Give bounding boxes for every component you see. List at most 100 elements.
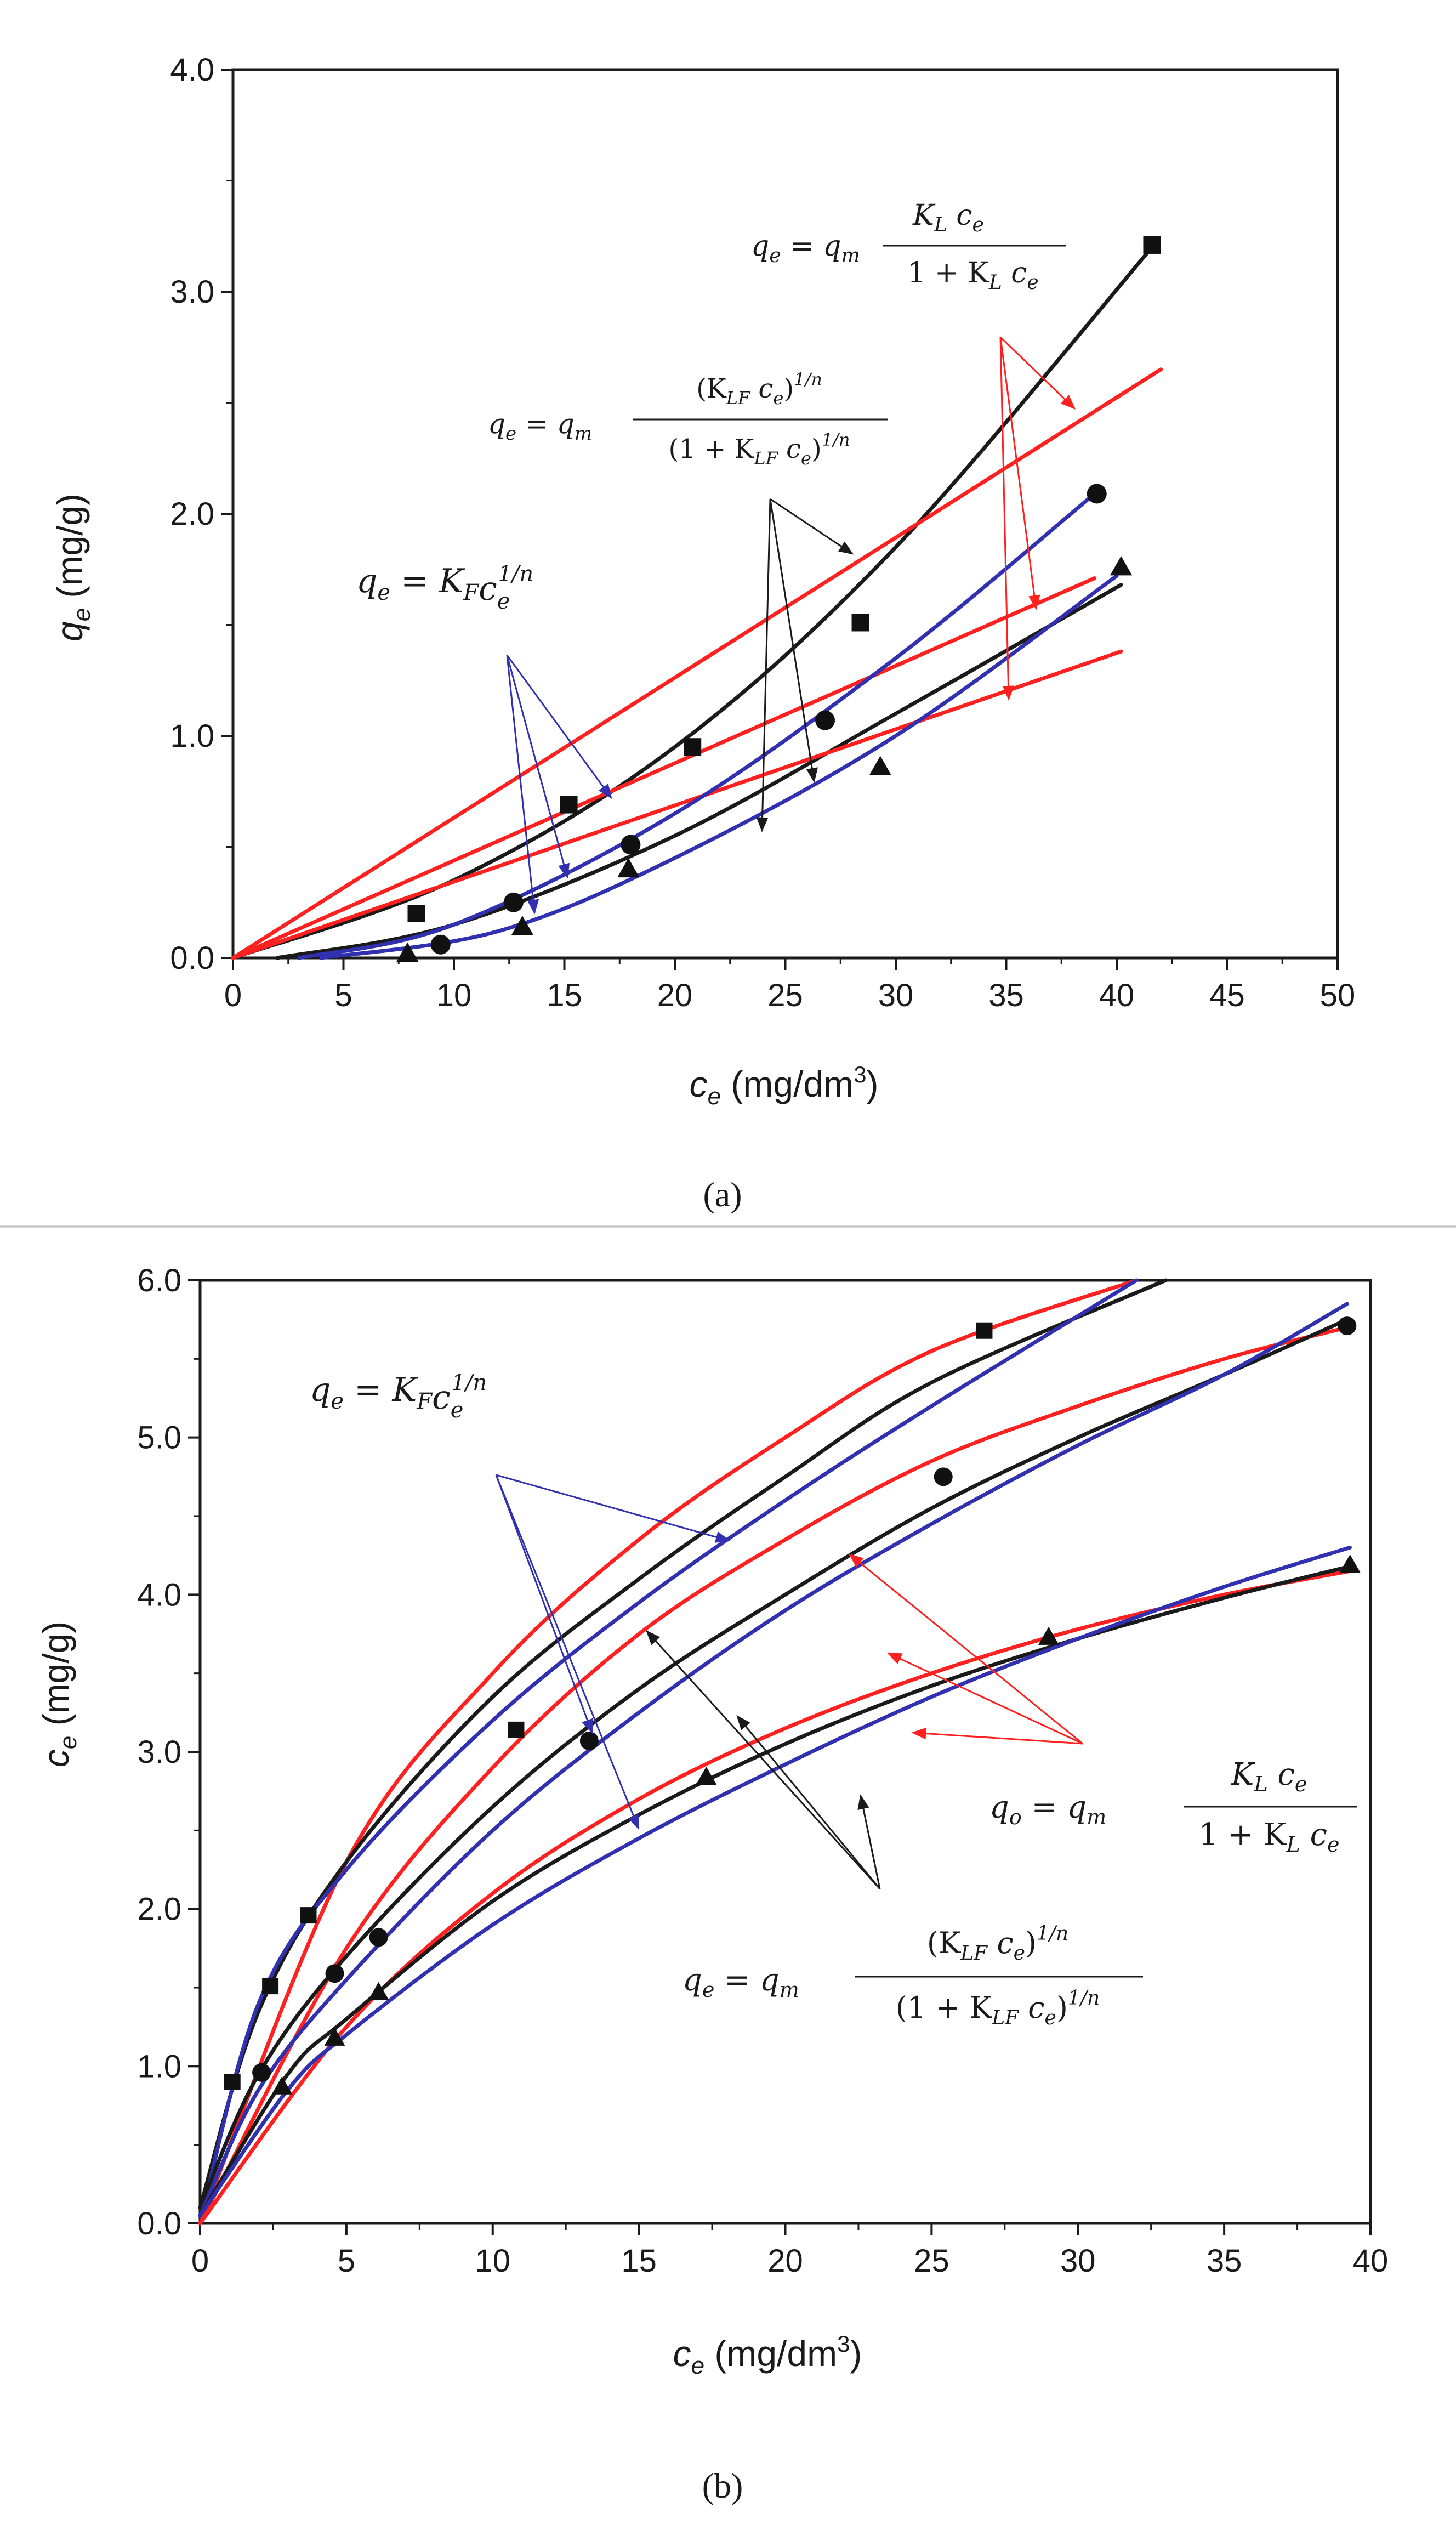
svg-text:qe = KFce1/n: qe = KFce1/n bbox=[356, 561, 533, 614]
data-point-circle bbox=[369, 1928, 388, 1947]
panel-b-fit-curves bbox=[198, 1278, 1352, 2226]
y-tick-label: 1.0 bbox=[170, 718, 214, 754]
arrow-b-red-1 bbox=[848, 1553, 1083, 1745]
fit-curve-freundlich-squares bbox=[231, 367, 1163, 960]
plot-frame bbox=[231, 68, 1339, 960]
fit-curve-langmuir-triangles bbox=[198, 1569, 1352, 2226]
svg-text:(1 + KLF ce)1/n: (1 + KLF ce)1/n bbox=[669, 429, 850, 469]
data-point-square bbox=[224, 2074, 241, 2090]
svg-text:1 + KL ce: 1 + KL ce bbox=[907, 257, 1038, 294]
arrow-a-black-2 bbox=[769, 498, 818, 783]
plot-frame bbox=[198, 1279, 1372, 2225]
panel-a: 0 5 10 15 20 25 30 35 40 45 50 0.0 1.0 2.0 3.0 4.0 qe (… bbox=[49, 52, 1355, 1214]
data-point-circle bbox=[621, 835, 641, 855]
data-point-square bbox=[560, 796, 578, 814]
arrow-a-black-3 bbox=[756, 498, 771, 832]
panel-b-tick-labels: 0 5 10 15 20 25 30 35 40 0.0 1.0 2.0 3.0 4.0 5.0 6.0 bbox=[137, 1263, 1388, 2279]
y-tick-label: 0.0 bbox=[137, 2206, 181, 2241]
data-point-square bbox=[407, 905, 425, 922]
data-point-circle bbox=[252, 2063, 271, 2082]
y-tick-label: 5.0 bbox=[137, 1420, 181, 1456]
y-tick-label: 2.0 bbox=[170, 496, 214, 532]
data-point-circle bbox=[1087, 484, 1107, 504]
svg-text:qe = qm: qe = qm bbox=[488, 408, 592, 445]
arrow-b-red-2 bbox=[886, 1652, 1083, 1745]
x-tick-label: 20 bbox=[657, 978, 693, 1013]
panel-a-data-points bbox=[396, 236, 1161, 962]
x-tick-label: 5 bbox=[334, 978, 352, 1013]
data-point-square bbox=[851, 614, 869, 632]
data-point-square bbox=[262, 1978, 279, 1995]
arrow-b-blue-3 bbox=[495, 1474, 640, 1830]
svg-text:(1 + KLF ce)1/n: (1 + KLF ce)1/n bbox=[896, 1987, 1100, 2029]
panel-b-data-points bbox=[224, 1316, 1361, 2095]
svg-text:(KLF ce)1/n: (KLF ce)1/n bbox=[927, 1922, 1068, 1965]
x-tick-label: 50 bbox=[1320, 978, 1356, 1013]
panel-b-caption: (b) bbox=[702, 2466, 743, 2505]
data-point-triangle bbox=[396, 942, 419, 962]
svg-text:qe = KFce1/n: qe = KFce1/n bbox=[310, 1370, 487, 1423]
arrow-a-red-1 bbox=[999, 336, 1076, 410]
fit-curve-freundlich-circles bbox=[198, 1302, 1349, 2218]
fit-curve-langmuir-freundlich-circles bbox=[297, 492, 1097, 960]
data-point-square bbox=[976, 1322, 993, 1339]
data-point-circle bbox=[503, 892, 524, 912]
svg-text:qe = qm: qe = qm bbox=[682, 1962, 799, 2002]
arrow-a-blue-2 bbox=[506, 655, 570, 879]
panel-b-lf-equation: qe = qm (KLF ce)1/n (1 + KLF ce)1/n bbox=[682, 1922, 1143, 2029]
panel-a-caption: (a) bbox=[703, 1175, 742, 1214]
data-point-triangle bbox=[324, 2027, 345, 2046]
x-tick-label: 5 bbox=[338, 2243, 355, 2279]
data-point-triangle bbox=[1110, 556, 1133, 576]
x-tick-label: 25 bbox=[767, 978, 803, 1013]
x-tick-label: 15 bbox=[621, 2243, 657, 2279]
x-tick-label: 40 bbox=[1099, 978, 1135, 1013]
y-tick-label: 2.0 bbox=[137, 1892, 181, 1927]
data-point-square bbox=[684, 738, 702, 756]
arrow-b-black-2 bbox=[736, 1715, 881, 1889]
data-point-triangle bbox=[1339, 1554, 1361, 1573]
y-tick-label: 6.0 bbox=[137, 1263, 181, 1298]
panel-b-axes bbox=[188, 1279, 1372, 2235]
arrow-b-red-3 bbox=[911, 1727, 1083, 1745]
data-point-triangle bbox=[617, 858, 640, 878]
fit-curve-freundlich-circles bbox=[231, 576, 1097, 960]
panel-b: 0 5 10 15 20 25 30 35 40 0.0 1.0 2.0 3.0 4.0 5.0 6.0 ce… bbox=[36, 1263, 1388, 2505]
fit-curve-langmuir-triangles bbox=[275, 583, 1123, 960]
panel-b-x-axis-label: ce (mg/dm3) bbox=[673, 2331, 862, 2379]
panel-a-callout-arrows bbox=[506, 336, 1076, 915]
svg-text:(KLF ce)1/n: (KLF ce)1/n bbox=[696, 369, 822, 408]
arrow-a-red-2 bbox=[999, 337, 1040, 610]
svg-text:1 + KL ce: 1 + KL ce bbox=[1199, 1817, 1340, 1857]
y-tick-label: 3.0 bbox=[137, 1734, 181, 1770]
x-tick-label: 30 bbox=[1060, 2243, 1096, 2279]
data-point-square bbox=[300, 1907, 317, 1924]
y-tick-label: 4.0 bbox=[137, 1577, 181, 1613]
panel-a-axes bbox=[221, 68, 1339, 970]
panel-a-freundlich-equation: qe = KFce1/n bbox=[356, 561, 533, 614]
panel-a-x-axis-label: ce (mg/dm3) bbox=[690, 1062, 879, 1110]
arrow-a-blue-1 bbox=[506, 655, 612, 799]
arrow-b-blue-1 bbox=[496, 1474, 731, 1543]
x-tick-label: 10 bbox=[475, 2243, 510, 2279]
fit-curve-freundlich-triangles bbox=[198, 1545, 1352, 2218]
svg-text:KL ce: KL ce bbox=[912, 199, 984, 236]
x-tick-label: 0 bbox=[224, 978, 242, 1013]
fit-curve-langmuir-freundlich-squares bbox=[198, 1278, 1168, 2210]
arrow-a-black-1 bbox=[770, 498, 854, 555]
data-point-triangle bbox=[869, 756, 891, 775]
data-point-square bbox=[1143, 236, 1161, 254]
y-tick-label: 0.0 bbox=[170, 940, 214, 976]
data-point-circle bbox=[815, 710, 835, 730]
panel-a-lf-equation: qe = qm (KLF ce)1/n (1 + KLF ce)1/n bbox=[488, 369, 888, 469]
data-point-circle bbox=[1338, 1316, 1357, 1336]
data-point-square bbox=[508, 1721, 525, 1738]
data-point-circle bbox=[934, 1467, 953, 1486]
panel-a-langmuir-equation: qe = qm KL ce 1 + KL ce bbox=[751, 199, 1066, 294]
arrow-b-black-3 bbox=[857, 1794, 881, 1889]
arrow-a-blue-3 bbox=[506, 655, 539, 915]
panel-b-y-axis-label: ce (mg/g) bbox=[36, 1621, 82, 1768]
x-tick-label: 0 bbox=[191, 2243, 209, 2279]
data-point-circle bbox=[325, 1964, 344, 1983]
